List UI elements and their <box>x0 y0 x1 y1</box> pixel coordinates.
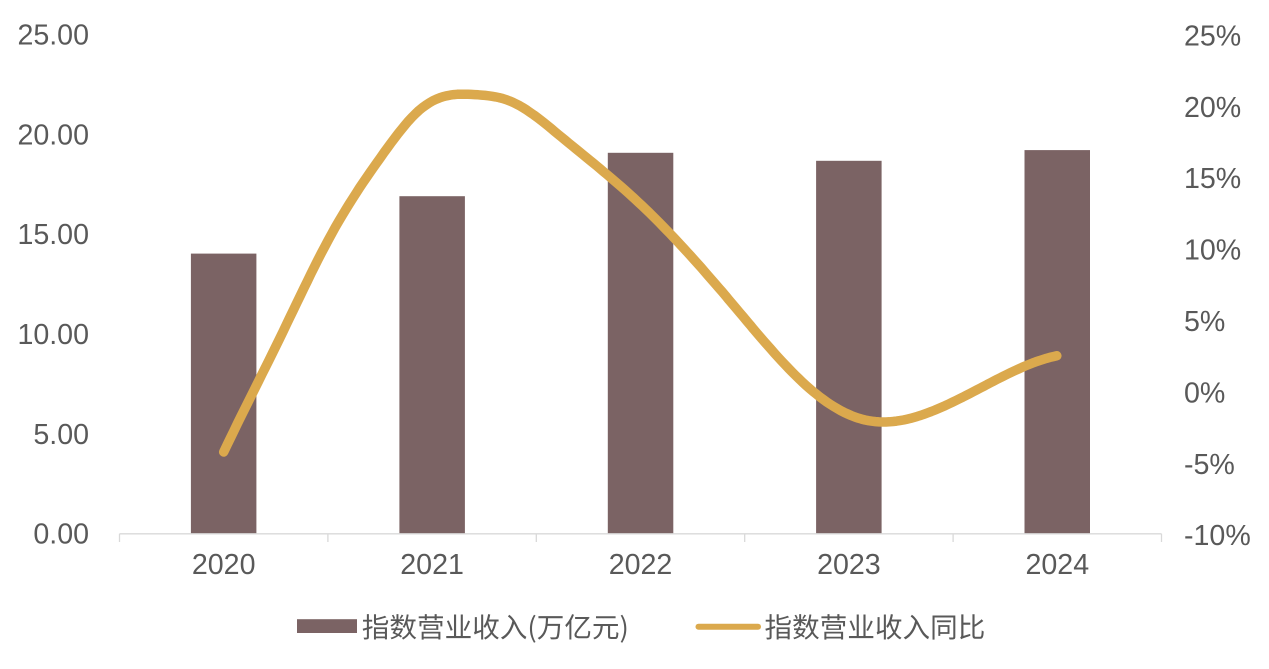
svg-text:15.00: 15.00 <box>17 219 89 251</box>
svg-text:2023: 2023 <box>817 549 881 581</box>
svg-text:25%: 25% <box>1184 20 1241 52</box>
svg-text:15%: 15% <box>1184 163 1241 195</box>
svg-text:2020: 2020 <box>192 549 256 581</box>
svg-text:2022: 2022 <box>609 549 673 581</box>
svg-text:20.00: 20.00 <box>17 119 89 151</box>
svg-text:5%: 5% <box>1184 306 1225 338</box>
svg-text:5.00: 5.00 <box>33 419 89 451</box>
svg-text:25.00: 25.00 <box>17 19 89 51</box>
svg-text:10.00: 10.00 <box>17 319 89 351</box>
svg-text:20%: 20% <box>1184 92 1241 124</box>
svg-text:0%: 0% <box>1184 377 1225 409</box>
svg-text:-10%: -10% <box>1184 520 1251 552</box>
svg-text:2021: 2021 <box>400 549 464 581</box>
svg-text:0.00: 0.00 <box>33 519 89 551</box>
svg-text:2024: 2024 <box>1025 549 1089 581</box>
svg-text:-5%: -5% <box>1184 449 1235 481</box>
svg-text:10%: 10% <box>1184 235 1241 267</box>
